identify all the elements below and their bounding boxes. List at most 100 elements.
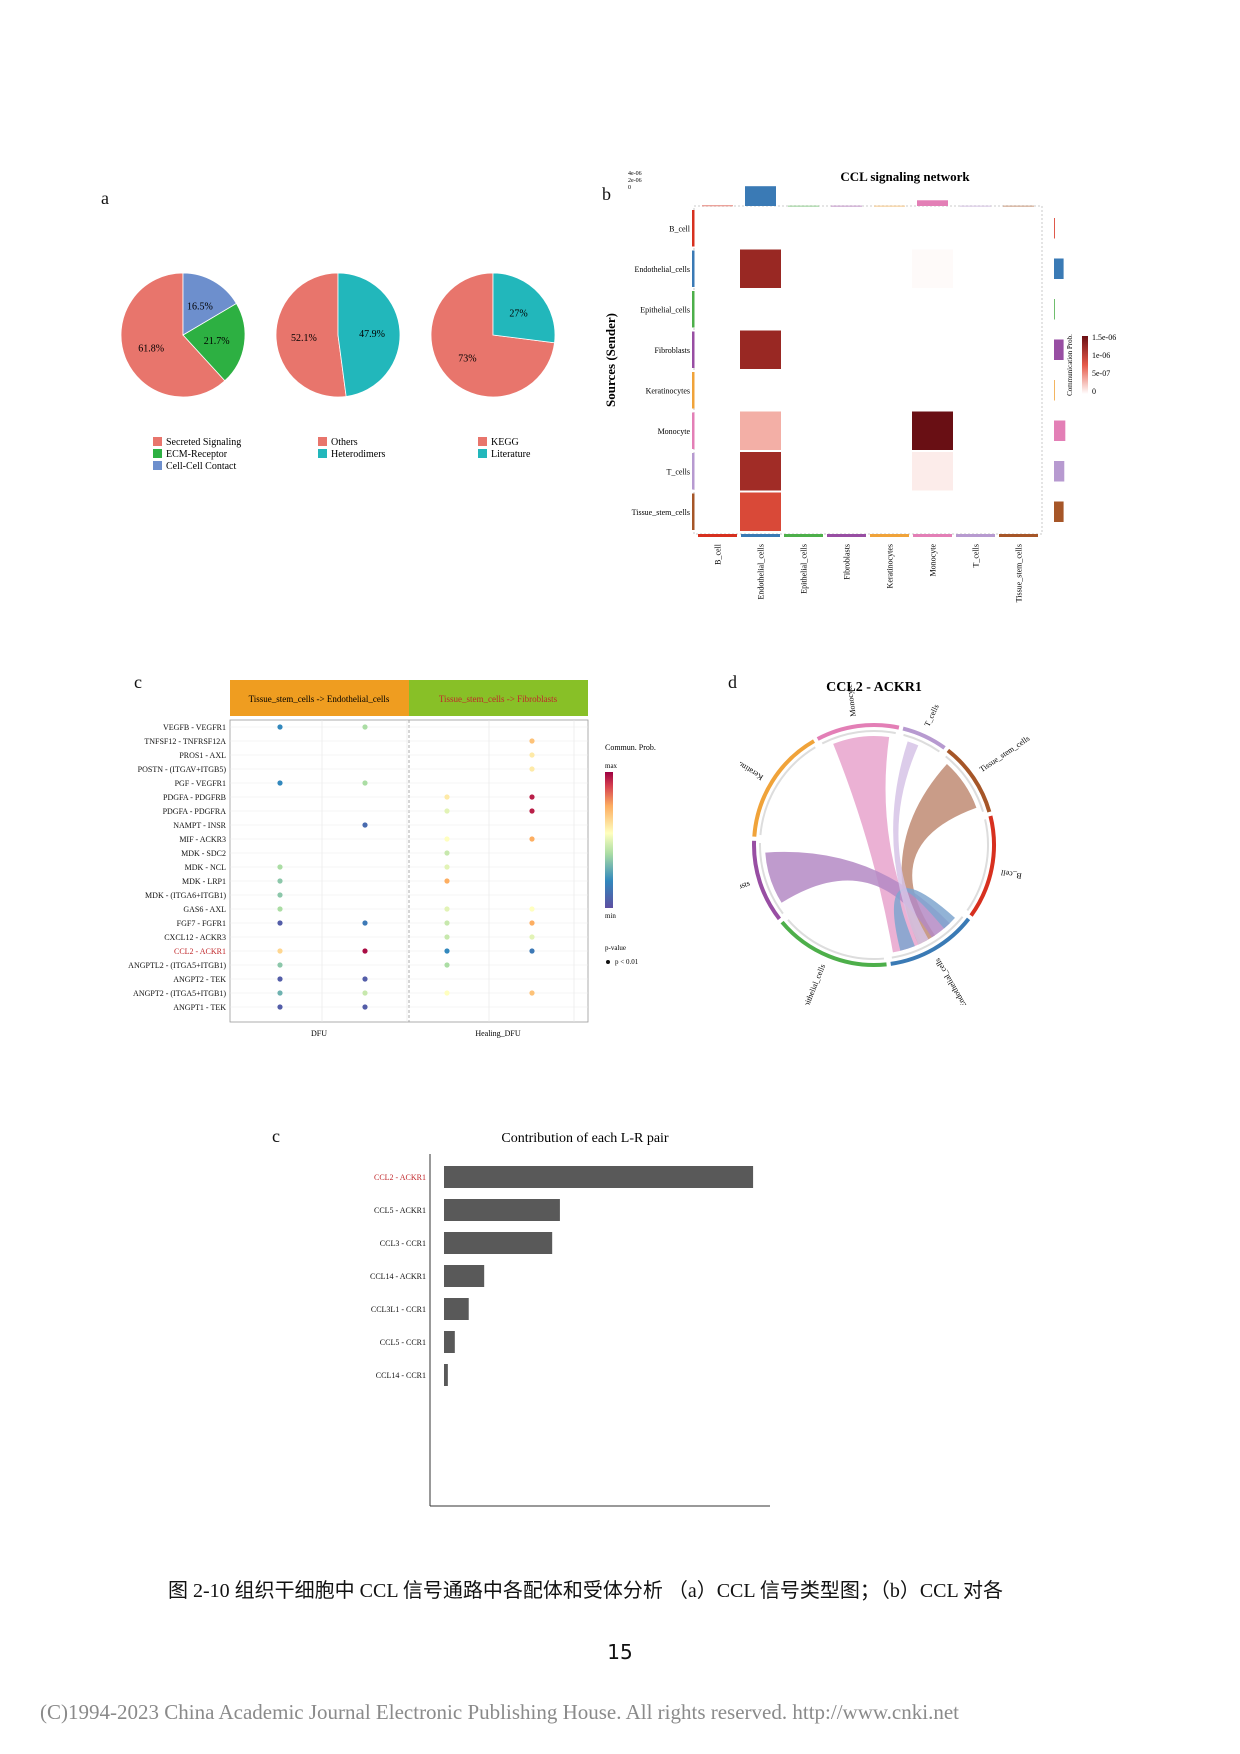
bubble-pair-label: PDGFA - PDGFRA <box>163 807 227 816</box>
heatmap-top-tick: 0 <box>628 185 631 191</box>
heatmap-cell <box>740 330 781 369</box>
bubble-point <box>529 990 535 996</box>
bubble-point <box>529 948 535 954</box>
bubble-pair-label: POSTN - (ITGAV+ITGB5) <box>138 765 227 774</box>
bubble-header-label: Tissue_stem_cells -> Fibroblasts <box>439 694 558 704</box>
heatmap-col-strip <box>999 534 1038 537</box>
bubble-point <box>362 1004 368 1010</box>
legend-swatch <box>318 449 327 458</box>
pie-slice <box>182 272 237 336</box>
heatmap-col-strip <box>956 534 995 537</box>
heatmap-row-label: Monocyte <box>658 427 691 436</box>
chord-sector-label: Tissue_stem_cells <box>978 734 1031 774</box>
bubble-header-2 <box>409 680 588 716</box>
bar-category-label: CCL5 - ACKR1 <box>374 1206 426 1215</box>
heatmap-row-strip <box>692 210 695 247</box>
pie-slice-label: 16.5% <box>187 301 213 312</box>
bubble-pval-label: p < 0.01 <box>615 958 639 966</box>
pie-slice-label: 52.1% <box>291 333 317 344</box>
bubble-point <box>277 948 283 954</box>
bubble-pair-label: CCL2 - ACKR1 <box>174 947 226 956</box>
heatmap-right-bar <box>1054 461 1065 482</box>
bubble-pair-label: ANGPTL2 - (ITGA5+ITGB1) <box>128 961 226 970</box>
contribution-bar-chart: Contribution of each L-R pair CCL2 - ACKR… <box>370 1131 770 1510</box>
chord-sector-b-cell <box>969 815 996 917</box>
chord-sector-inner <box>966 819 989 911</box>
bubble-point <box>277 906 283 912</box>
bubble-legend-max: max <box>605 762 618 770</box>
bubble-pval-dot <box>606 960 610 964</box>
heatmap-chart: CCL signaling network B_cell Endothelial_c… <box>603 169 1116 602</box>
bar-ccl5-ackr1 <box>444 1199 560 1221</box>
bubble-point <box>277 892 283 898</box>
legend-swatch <box>153 461 162 470</box>
bubble-point <box>277 780 283 786</box>
bubble-point <box>277 1004 283 1010</box>
bubble-point <box>444 962 450 968</box>
bubble-point <box>444 808 450 814</box>
heatmap-row-label: B_cell <box>669 224 691 233</box>
heatmap-top-bar <box>702 205 733 207</box>
heatmap-col-strip <box>870 534 909 537</box>
bubble-pair-label: PDGFA - PDGFRB <box>163 793 226 802</box>
chord-sector-inner <box>903 733 940 753</box>
bubble-pair-label: GAS6 - AXL <box>183 905 226 914</box>
bar-ccl5-ccr1 <box>444 1331 455 1353</box>
heatmap-right-bar <box>1054 380 1055 401</box>
chord-sector-epithelial-cells <box>780 920 887 967</box>
heatmap-legend-tick: 0 <box>1092 387 1096 396</box>
bubble-pair-label: MDK - (ITGA6+ITGB1) <box>145 891 226 900</box>
heatmap-col-label: Keratinocytes <box>886 544 895 588</box>
legend-label: Cell-Cell Contact <box>166 461 236 472</box>
bar-ccl14-ackr1 <box>444 1265 485 1287</box>
heatmap-cell <box>912 249 953 288</box>
bubble-point <box>529 934 535 940</box>
heatmap-row-label: Endothelial_cells <box>634 265 690 274</box>
bubble-pval-title: p-value <box>605 944 626 952</box>
bar-category-label: CCL5 - CCR1 <box>380 1338 426 1347</box>
chord-sector-inner <box>759 842 784 915</box>
heatmap-row-label: Keratinocytes <box>646 386 690 395</box>
chord-link <box>765 851 950 938</box>
heatmap-top-bar <box>1003 205 1034 207</box>
heatmap-col-strip <box>741 534 780 537</box>
chord-sector-label: Endothelial_cells <box>933 957 969 1005</box>
heatmap-col-label: Endothelial_cells <box>757 544 766 600</box>
heatmap-right-bar <box>1054 258 1064 279</box>
pie-slice-label: 21.7% <box>204 336 230 347</box>
pie-slice <box>182 302 246 382</box>
chord-sector-t-cells <box>902 726 946 750</box>
heatmap-legend-tick: 5e-07 <box>1092 369 1110 378</box>
legend-swatch <box>478 437 487 446</box>
heatmap-right-bar <box>1054 420 1066 441</box>
bubble-pair-label: MIF - ACKR3 <box>179 835 226 844</box>
bubble-point <box>362 990 368 996</box>
bar-category-label: CCL14 - CCR1 <box>376 1371 426 1380</box>
panel-label-d: d <box>728 672 737 692</box>
bubble-pair-label: MDK - LRP1 <box>182 877 226 886</box>
bubble-pair-label: MDK - NCL <box>185 863 226 872</box>
heatmap-ylabel: Sources (Sender) <box>603 313 618 407</box>
bubble-pair-label: ANGPT2 - (ITGA5+ITGB1) <box>133 989 226 998</box>
panel-label-b: b <box>602 184 611 204</box>
bubble-point <box>444 920 450 926</box>
legend-swatch <box>153 437 162 446</box>
bubble-pair-label: VEGFB - VEGFR1 <box>163 723 226 732</box>
heatmap-cell <box>740 452 781 491</box>
chord-sector-inner <box>787 919 885 960</box>
bubble-point <box>444 836 450 842</box>
heatmap-row-label: Epithelial_cells <box>640 305 690 314</box>
heatmap-frame <box>693 205 1043 535</box>
heatmap-row-label: T_cells <box>666 467 690 476</box>
heatmap-row-strip <box>692 331 695 368</box>
bubble-point <box>529 738 535 744</box>
heatmap-top-tick: 2e-06 <box>628 178 642 184</box>
pie-slice-label: 27% <box>509 308 527 319</box>
bubble-point <box>277 962 283 968</box>
bubble-header-1 <box>230 680 409 716</box>
heatmap-title: CCL signaling network <box>840 169 970 184</box>
bubble-xlabel: Healing_DFU <box>475 1029 521 1038</box>
legend-label: ECM-Receptor <box>166 449 228 460</box>
panel-label-c2: c <box>272 1126 280 1146</box>
